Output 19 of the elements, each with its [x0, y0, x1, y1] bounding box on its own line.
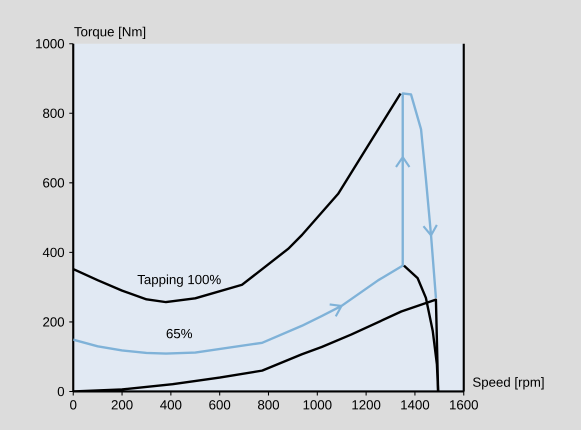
x-tick-label: 200 [112, 400, 133, 410]
x-tick-label: 600 [209, 400, 230, 410]
x-tick-label: 1400 [401, 400, 430, 410]
y-tick-label: 200 [43, 317, 64, 326]
series-label: Tapping 100% [138, 274, 221, 287]
x-tick-label: 1600 [450, 400, 478, 410]
y-axis-title: Torque [Nm] [74, 26, 146, 39]
y-tick-label: 1000 [36, 38, 64, 48]
x-tick-label: 400 [160, 400, 182, 410]
y-tick-label: 600 [43, 178, 64, 188]
x-tick-label: 800 [258, 400, 280, 410]
x-tick-label: 1200 [352, 400, 380, 410]
series-label: 65% [166, 328, 192, 338]
y-tick-label: 0 [58, 386, 64, 396]
x-tick-label: 1000 [304, 400, 332, 410]
x-tick-label: 0 [70, 400, 76, 410]
x-axis-title: Speed [rpm] [473, 376, 544, 390]
y-tick-label: 400 [42, 248, 64, 257]
y-tick-label: 800 [43, 108, 64, 118]
